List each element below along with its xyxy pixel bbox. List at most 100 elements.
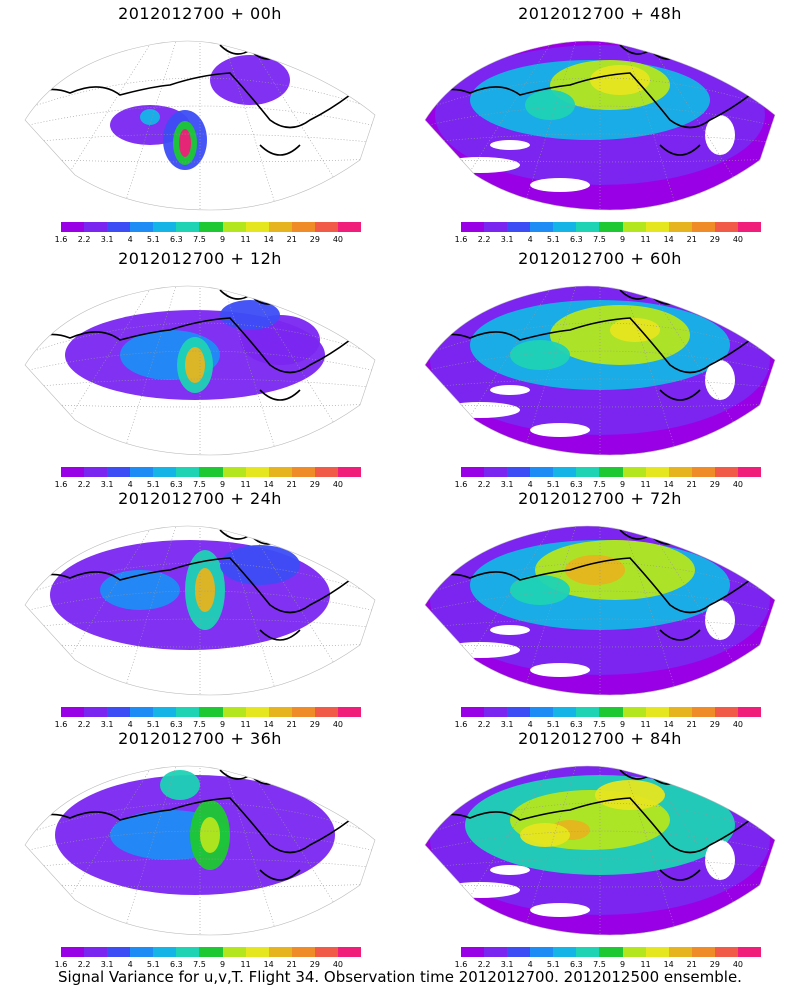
- colorbar-tick-label: 9: [619, 235, 626, 244]
- variance-contour: [595, 780, 665, 810]
- colorbar-tick-label: 29: [309, 235, 320, 244]
- colorbar-segment: [691, 947, 715, 957]
- colorbar-tick-label: 9: [619, 720, 626, 729]
- colorbar-segment: [507, 947, 531, 957]
- colorbar-segment: [576, 467, 600, 477]
- colorbar-segment: [268, 222, 292, 232]
- colorbar-tick-label: 4: [527, 235, 533, 244]
- panel-title: 2012012700 + 48h: [518, 4, 682, 23]
- colorbar-segment: [599, 947, 623, 957]
- variance-contour: [510, 340, 570, 370]
- colorbar-segment: [461, 947, 485, 957]
- map-panel: 2012012700 + 48h 1.6 2.2 3.1 4 5.1 6.3 7.5 9 11 14…: [400, 0, 800, 245]
- colorbar-tick-label: 29: [709, 720, 720, 729]
- colorbar-segment: [599, 222, 623, 232]
- colorbar-segment: [176, 947, 200, 957]
- colorbar-tick-label: 14: [663, 480, 674, 489]
- colorbar-segment: [576, 222, 600, 232]
- colorbar-tick-label: 6.3: [570, 720, 583, 729]
- colorbar-tick-label: 9: [619, 480, 626, 489]
- colorbar-tick-label: 4: [527, 960, 533, 969]
- colorbar-segment: [245, 707, 269, 717]
- colorbar-segment: [268, 467, 292, 477]
- colorbar-segment: [484, 707, 508, 717]
- colorbar: [461, 467, 762, 477]
- colorbar-tick-label: 7.5: [593, 235, 606, 244]
- colorbar-segment: [199, 707, 223, 717]
- map-panel: 2012012700 + 12h 1.6 2.2 3.1 4 5.1 6.3 7.5 9 11 14…: [0, 245, 400, 490]
- colorbar-tick-label: 11: [240, 960, 251, 969]
- colorbar-segment: [691, 467, 715, 477]
- colorbar-tick-label: 21: [286, 720, 297, 729]
- colorbar-tick-label: 7.5: [593, 480, 606, 489]
- colorbar-segment: [84, 947, 108, 957]
- colorbar-tick-label: 21: [686, 235, 697, 244]
- map-panel: 2012012700 + 84h 1.6 2.2 3.1 4 5.1 6.3 7.5 9 11 14…: [400, 725, 800, 970]
- map-panel: 2012012700 + 72h 1.6 2.2 3.1 4 5.1 6.3 7.5 9 11 14…: [400, 485, 800, 730]
- colorbar-segment: [245, 467, 269, 477]
- colorbar-tick-label: 7.5: [193, 720, 206, 729]
- colorbar-tick-label: 2.2: [77, 480, 91, 489]
- colorbar-segment: [337, 947, 362, 957]
- variance-contour: [160, 770, 200, 800]
- colorbar-ticks: 1.6 2.2 3.1 4 5.1 6.3 7.5 9 11 14 21 29 40: [55, 235, 361, 245]
- colorbar-tick-label: 6.3: [570, 960, 583, 969]
- variance-contour: [520, 823, 570, 847]
- colorbar-tick-label: 14: [263, 720, 274, 729]
- colorbar: [61, 707, 362, 717]
- variance-contour: [610, 318, 660, 342]
- colorbar-segment: [714, 467, 738, 477]
- colorbar-tick-label: 40: [732, 720, 744, 729]
- colorbar-segment: [199, 467, 223, 477]
- colorbar-segment: [622, 467, 646, 477]
- colorbar-segment: [484, 222, 508, 232]
- colorbar-segment: [176, 222, 200, 232]
- colorbar-tick-label: 6.3: [170, 235, 183, 244]
- colorbar-tick-label: 3.1: [100, 235, 114, 244]
- colorbar-tick-label: 2.2: [77, 720, 91, 729]
- colorbar-tick-label: 1.6: [454, 480, 468, 489]
- colorbar-ticks: 1.6 2.2 3.1 4 5.1 6.3 7.5 9 11 14 21 29 40: [55, 480, 361, 490]
- colorbar-tick-label: 21: [686, 720, 697, 729]
- colorbar-ticks: 1.6 2.2 3.1 4 5.1 6.3 7.5 9 11 14 21 29 40: [55, 960, 361, 970]
- colorbar-tick-label: 3.1: [500, 960, 514, 969]
- colorbar-segment: [153, 707, 177, 717]
- colorbar: [461, 707, 762, 717]
- colorbar-tick-label: 9: [219, 235, 226, 244]
- colorbar-segment: [645, 222, 669, 232]
- colorbar-segment: [222, 222, 246, 232]
- colorbar-tick-label: 4: [127, 720, 133, 729]
- colorbar-tick-label: 11: [640, 960, 651, 969]
- colorbar-tick-label: 3.1: [100, 960, 114, 969]
- colorbar-tick-label: 7.5: [193, 960, 206, 969]
- colorbar-segment: [107, 467, 131, 477]
- colorbar-tick-label: 2.2: [477, 720, 491, 729]
- colorbar-tick-label: 6.3: [170, 720, 183, 729]
- variance-map: [424, 765, 776, 936]
- colorbar-segment: [153, 947, 177, 957]
- variance-contour: [195, 568, 215, 612]
- colorbar-segment: [507, 467, 531, 477]
- colorbar-segment: [84, 707, 108, 717]
- colorbar-tick-label: 2.2: [477, 480, 491, 489]
- colorbar-tick-label: 7.5: [193, 480, 206, 489]
- colorbar-tick-label: 40: [332, 720, 344, 729]
- colorbar-tick-label: 6.3: [570, 235, 583, 244]
- colorbar-segment: [691, 707, 715, 717]
- colorbar-tick-label: 1.6: [454, 720, 468, 729]
- colorbar-segment: [291, 707, 315, 717]
- colorbar-segment: [130, 222, 154, 232]
- colorbar-segment: [130, 947, 154, 957]
- colorbar-tick-label: 21: [286, 480, 297, 489]
- colorbar-tick-label: 3.1: [100, 480, 114, 489]
- colorbar-segment: [714, 222, 738, 232]
- colorbar-tick-label: 9: [219, 720, 226, 729]
- variance-map: [24, 285, 376, 456]
- variance-map: [24, 525, 376, 696]
- colorbar-segment: [668, 707, 692, 717]
- colorbar-segment: [714, 947, 738, 957]
- variance-map: [424, 40, 776, 211]
- colorbar: [61, 222, 362, 232]
- colorbar-segment: [622, 707, 646, 717]
- panel-title: 2012012700 + 24h: [118, 489, 282, 508]
